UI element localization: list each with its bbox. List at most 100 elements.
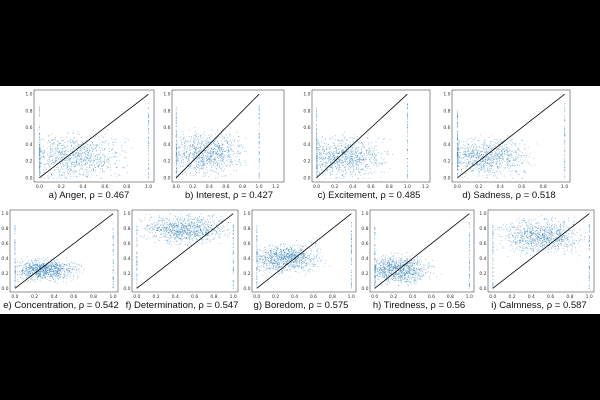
data-point — [240, 163, 242, 165]
data-point — [92, 168, 94, 170]
data-point — [344, 161, 346, 163]
data-point — [564, 131, 566, 132]
data-point — [521, 155, 522, 156]
data-point — [493, 158, 494, 160]
data-point — [59, 270, 61, 272]
data-point — [459, 161, 461, 163]
data-point — [564, 130, 566, 132]
data-point — [80, 154, 82, 156]
data-point — [25, 267, 26, 269]
data-point — [475, 156, 477, 158]
data-point — [324, 166, 326, 168]
data-point — [335, 168, 337, 170]
data-point — [203, 154, 205, 156]
data-point — [176, 156, 178, 157]
data-point — [346, 159, 348, 161]
data-point — [29, 266, 31, 267]
data-point — [43, 270, 44, 271]
data-point — [70, 176, 72, 177]
data-point — [463, 162, 465, 164]
data-point — [350, 150, 351, 151]
data-point — [227, 146, 229, 147]
data-point — [94, 165, 95, 166]
data-point — [53, 268, 55, 269]
data-point — [58, 262, 60, 264]
data-point — [204, 134, 206, 136]
data-point — [457, 147, 459, 148]
data-point — [45, 265, 47, 267]
data-point — [479, 168, 481, 170]
data-point — [316, 120, 318, 122]
data-point — [369, 167, 371, 169]
data-point — [474, 160, 476, 162]
data-point — [103, 161, 105, 163]
data-point — [73, 170, 75, 172]
data-point — [457, 148, 458, 149]
data-point — [506, 147, 508, 149]
data-point — [258, 141, 260, 143]
data-point — [86, 161, 88, 163]
data-point — [207, 140, 209, 142]
data-point — [148, 176, 150, 178]
data-point — [356, 164, 358, 166]
data-point — [345, 156, 347, 158]
data-point — [483, 165, 485, 167]
data-point — [464, 151, 466, 153]
data-point — [122, 166, 124, 168]
data-point — [77, 155, 78, 157]
data-point — [229, 157, 231, 158]
data-point — [107, 157, 109, 159]
data-point — [38, 265, 40, 267]
data-point — [180, 161, 182, 163]
data-point — [477, 152, 478, 154]
data-point — [175, 153, 177, 155]
data-point — [101, 163, 103, 165]
data-point — [59, 267, 61, 269]
data-point — [28, 271, 30, 273]
data-point — [64, 275, 66, 277]
data-point — [484, 144, 486, 146]
data-point — [495, 142, 496, 144]
data-point — [316, 164, 318, 166]
data-point — [516, 171, 518, 172]
data-point — [42, 271, 44, 273]
data-point — [108, 166, 109, 168]
data-point — [43, 258, 45, 260]
data-point — [32, 265, 34, 267]
data-point — [206, 154, 208, 156]
data-point — [496, 139, 497, 141]
data-point — [476, 146, 478, 147]
data-point — [61, 268, 63, 270]
data-point — [41, 139, 42, 141]
data-point — [56, 259, 58, 261]
data-point — [55, 272, 57, 274]
x-tick-label: 0.4 — [497, 184, 504, 190]
data-point — [192, 154, 194, 156]
data-point — [336, 167, 337, 169]
data-point — [407, 173, 408, 175]
x-tick-label: 0.4 — [349, 184, 356, 190]
data-point — [316, 166, 318, 168]
data-point — [63, 263, 65, 265]
data-point — [492, 171, 494, 173]
data-point — [494, 155, 496, 156]
data-point — [22, 271, 24, 273]
data-point — [39, 268, 40, 270]
data-point — [484, 157, 486, 159]
data-point — [204, 174, 206, 176]
data-point — [48, 159, 50, 160]
data-point — [72, 133, 74, 134]
data-point — [369, 150, 371, 152]
data-point — [194, 159, 196, 161]
data-point — [488, 145, 490, 147]
data-point — [92, 162, 94, 163]
data-point — [21, 271, 23, 272]
data-point — [346, 158, 348, 160]
data-point — [84, 160, 86, 162]
data-point — [62, 145, 64, 146]
data-point — [92, 148, 94, 150]
data-point — [105, 156, 107, 158]
data-point — [33, 268, 35, 270]
data-point — [368, 147, 370, 149]
data-point — [518, 149, 520, 151]
